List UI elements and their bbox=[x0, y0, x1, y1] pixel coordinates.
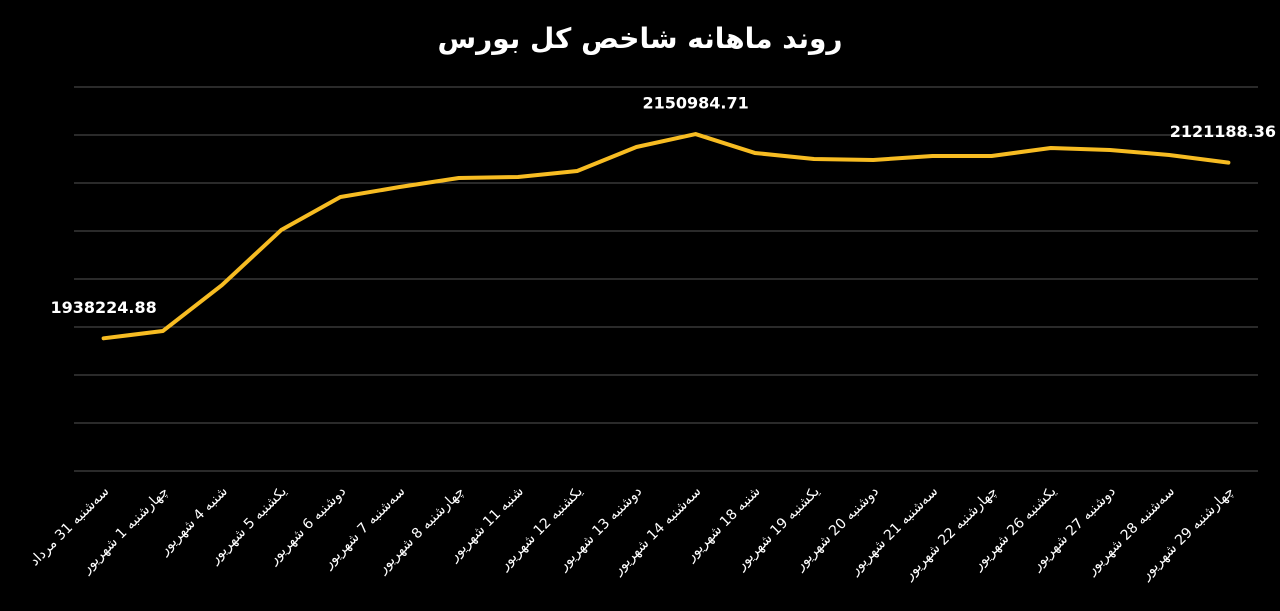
data-label: 2150984.71 bbox=[642, 94, 748, 113]
data-label: 1938224.88 bbox=[50, 298, 156, 317]
line-series bbox=[101, 132, 1231, 341]
data-label: 2121188.36 bbox=[1170, 122, 1276, 141]
chart-title: روند ماهانه شاخص کل بورس bbox=[437, 22, 842, 55]
